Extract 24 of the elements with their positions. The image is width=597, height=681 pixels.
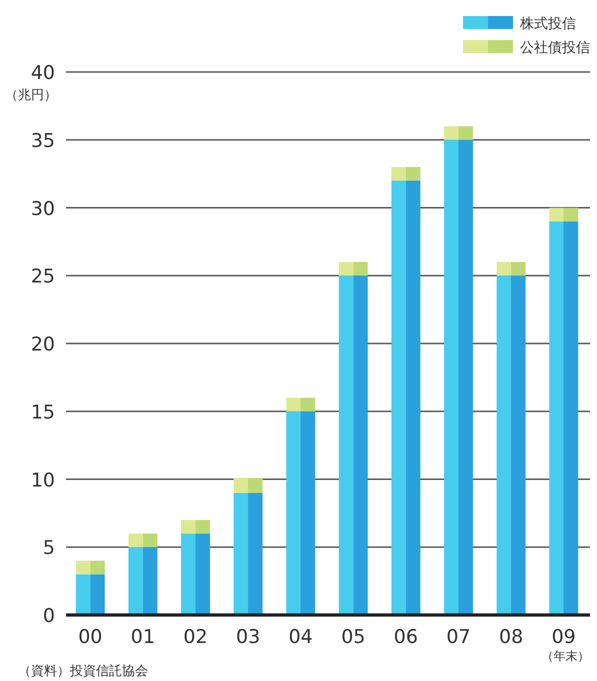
annotation: （資料）投資信託協会 (18, 664, 148, 679)
xtick-label: 07 (446, 626, 471, 648)
xtick-label: 09 (552, 626, 576, 648)
ytick-label: 5 (42, 537, 55, 560)
xlabel: （年末） (542, 649, 590, 663)
xtick-label: 06 (394, 626, 418, 648)
xtick-label: 03 (236, 626, 260, 648)
xtick-label: 02 (183, 626, 208, 648)
ytick-label: 35 (30, 130, 55, 152)
xtick-label: 00 (78, 626, 102, 648)
legend-label: 株式投信 (520, 16, 576, 32)
ylabel: （兆円） (5, 88, 57, 103)
ytick-label: 25 (30, 266, 55, 288)
legend-label: 公社債投信 (520, 40, 590, 56)
ytick-label: 40 (30, 62, 55, 84)
ytick-label: 15 (30, 401, 55, 424)
ytick-label: 30 (30, 198, 55, 220)
xtick-label: 05 (341, 626, 366, 648)
xtick-label: 01 (130, 626, 155, 648)
ytick-label: 0 (42, 605, 55, 627)
xtick-label: 08 (499, 626, 524, 648)
ytick-label: 20 (30, 334, 55, 356)
xtick-label: 04 (288, 626, 313, 648)
ytick-label: 10 (30, 469, 55, 492)
